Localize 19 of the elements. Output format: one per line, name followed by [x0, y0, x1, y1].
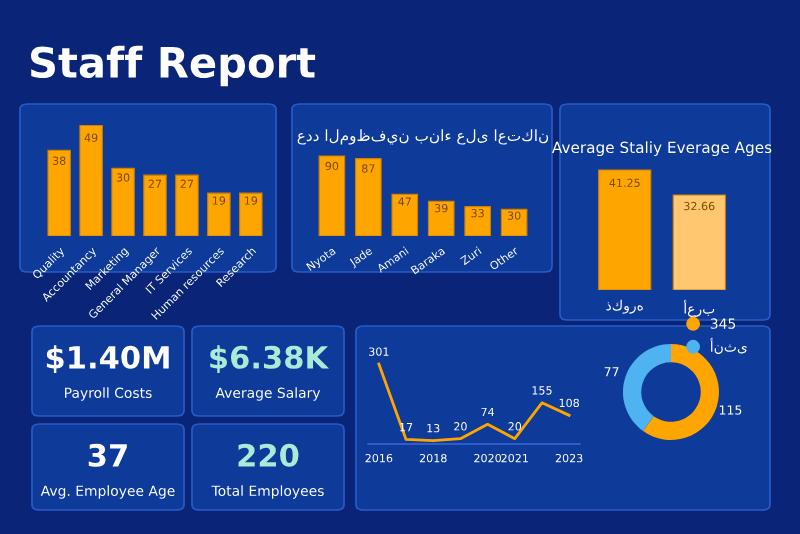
text: 37	[88, 443, 127, 467]
bar	[207, 192, 231, 236]
bar	[47, 149, 71, 236]
bar	[427, 200, 455, 236]
text: Staff Report	[30, 45, 316, 87]
bar	[464, 206, 491, 236]
bar	[239, 192, 263, 236]
bar	[175, 174, 199, 236]
bar	[111, 167, 135, 236]
bar	[143, 174, 167, 236]
text: $1.40M	[46, 345, 169, 373]
bar	[318, 155, 346, 236]
bar	[79, 124, 103, 236]
text: 220	[238, 443, 299, 467]
bar	[355, 158, 382, 236]
text: $6.38K	[210, 345, 330, 373]
bar	[391, 193, 419, 236]
donut-slice	[623, 344, 671, 432]
bar	[500, 208, 528, 236]
